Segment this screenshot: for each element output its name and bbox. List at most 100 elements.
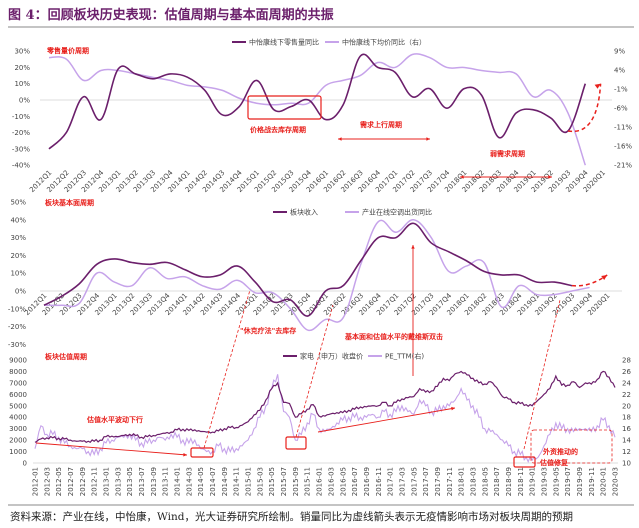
y-tick-right: -16%: [614, 143, 632, 151]
y-tick: 50%: [10, 199, 26, 207]
chart-fundamentals: 50%40%30%20%10%0%-10%-20%-30%2012Q12012Q…: [8, 199, 622, 376]
y-tick-left: -30%: [12, 145, 30, 153]
annotation-foreign-1: 外资推动的: [543, 447, 578, 456]
legend-label-c1-0: 中怡康线下零售量同比: [249, 38, 319, 47]
x-tick: 2012-01: [32, 467, 40, 496]
y-tick-left: 9000: [9, 357, 27, 365]
arrowhead: [548, 175, 552, 179]
x-tick: 2019-03: [540, 467, 548, 496]
annotation-price-war: 价格战去库存周期: [250, 125, 306, 134]
arrow-valuation-up: [317, 407, 456, 433]
x-tick: 2016-11: [375, 467, 383, 496]
valuation-repair-box: [530, 429, 613, 464]
y-tick-left: 20%: [14, 64, 30, 72]
x-tick: 2013-03: [114, 467, 122, 496]
y-tick-left: 3000: [9, 425, 27, 433]
valuation-trough-box-0: [190, 447, 214, 458]
x-tick: 2017-09: [434, 467, 442, 496]
y-tick: -30%: [8, 341, 26, 349]
y-tick-right: 4%: [614, 67, 625, 75]
section-label-valuation: 板块估值周期: [45, 352, 87, 361]
x-tick: 2013-07: [138, 467, 146, 496]
arrowhead: [411, 245, 415, 249]
annotation-shock-therapy: "休克疗法"去库存: [240, 326, 296, 335]
link-line-2: [523, 299, 561, 450]
y-tick-right: 9%: [614, 48, 625, 56]
y-tick-left: 2000: [9, 437, 27, 445]
x-tick: 2012-09: [79, 467, 87, 496]
x-tick: 2012-11: [91, 467, 99, 496]
y-tick: -20%: [8, 323, 26, 331]
y-tick-right: 10: [622, 460, 631, 468]
y-tick: 20%: [10, 252, 26, 260]
x-tick: 2017-07: [422, 467, 430, 496]
annotation-demand-up: 需求上行周期: [360, 120, 402, 129]
x-tick: 2013-01: [103, 467, 111, 496]
x-tick: 2016-01: [316, 467, 324, 496]
x-tick: 2015-01: [245, 467, 253, 496]
y-tick-right: -1%: [614, 86, 628, 94]
arrowhead: [183, 452, 187, 457]
legend-label-c2-0: 板块收入: [290, 208, 318, 217]
section-label-retail: 零售量价周期: [46, 46, 89, 55]
x-tick: 2016-09: [363, 467, 371, 496]
annotation-valuation-down: 估值水平波动下行: [86, 415, 143, 424]
y-tick-left: 0: [23, 460, 27, 468]
y-tick-left: 0%: [19, 97, 30, 105]
x-tick: 2018-05: [481, 467, 489, 496]
x-tick: 2014-01: [174, 467, 182, 496]
x-tick: 2015-09: [292, 467, 300, 496]
x-tick: 2019-05: [552, 467, 560, 496]
forecast-arrowhead: [601, 274, 608, 280]
x-tick: 2019-01: [529, 467, 537, 496]
forecast-arrow: [571, 274, 608, 287]
x-tick: 2015-05: [268, 467, 276, 496]
x-tick: 2019-07: [564, 467, 572, 496]
x-tick: 2014-07: [209, 467, 217, 496]
x-tick: 2017-03: [398, 467, 406, 496]
y-tick: 30%: [10, 234, 26, 242]
arrowhead: [460, 175, 464, 179]
y-tick-left: 4000: [9, 414, 27, 422]
x-tick: 2019-09: [576, 467, 584, 496]
y-tick-left: -40%: [12, 162, 30, 170]
x-tick: 2020-03: [612, 467, 620, 496]
y-tick-left: 5000: [9, 402, 27, 410]
x-tick: 2015-11: [304, 467, 312, 496]
series-pe-ttm: [34, 374, 616, 464]
y-tick: -10%: [8, 305, 26, 313]
y-tick-left: 7000: [9, 379, 27, 387]
y-tick-right: 12: [622, 448, 631, 456]
arrowhead: [426, 137, 430, 141]
legend-label-c3-0: 家电（申万）收盘价: [300, 352, 363, 361]
x-tick: 2012-05: [55, 467, 63, 496]
x-tick: 2018-09: [505, 467, 513, 496]
x-tick: 2012-03: [43, 467, 51, 496]
y-tick-right: 22: [622, 391, 631, 399]
legend-label-c3-1: PE_TTM(右): [385, 352, 424, 361]
x-tick: 2019-11: [588, 467, 596, 496]
x-tick: 2014-05: [197, 467, 205, 496]
y-tick-right: 20: [622, 402, 631, 410]
x-tick: 2014-09: [221, 467, 229, 496]
forecast-arrowhead: [594, 83, 601, 89]
x-tick: 2017-01: [387, 467, 395, 496]
x-tick: 2018-11: [517, 467, 525, 496]
y-tick-right: -6%: [614, 105, 628, 113]
annotation-box: [247, 95, 322, 120]
y-tick-left: -20%: [12, 129, 30, 137]
forecast-arrow: [567, 83, 602, 133]
x-tick: 2017-11: [446, 467, 454, 496]
y-tick: 10%: [10, 270, 26, 278]
arrowhead: [338, 137, 342, 141]
y-tick-right: 26: [622, 368, 631, 376]
link-line-1: [295, 304, 334, 438]
legend-label-c1-1: 中怡康线下均价同比（右）: [342, 38, 426, 47]
x-tick: 2016-03: [327, 467, 335, 496]
chart-valuation: 9000 8000 7000 6000 5000 4000 3000 2000 1000 0 28 2…: [9, 289, 631, 496]
annotation-foreign-2: 估值修复: [539, 458, 569, 467]
y-tick: 0%: [15, 288, 26, 296]
x-tick: 2013-11: [162, 467, 170, 496]
y-tick-right: 18: [622, 414, 631, 422]
